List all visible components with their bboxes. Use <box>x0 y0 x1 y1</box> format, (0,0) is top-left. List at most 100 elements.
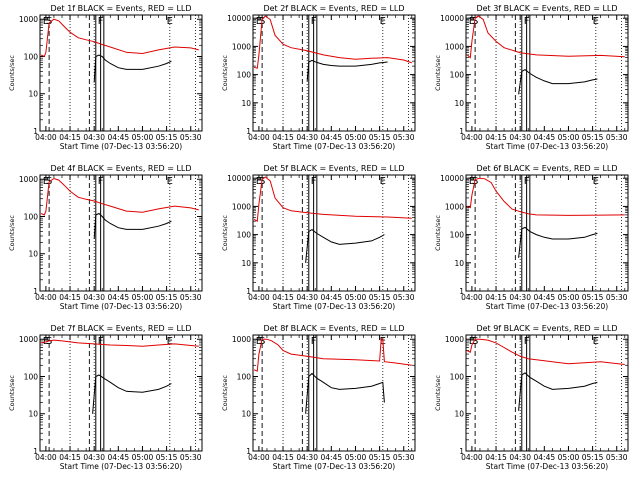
event-marker-label: E <box>43 16 49 27</box>
series-line-events <box>305 228 385 263</box>
y-tick-label: 1000 <box>19 335 38 344</box>
x-tick-label: 04:00 <box>248 133 270 142</box>
event-marker-label: F <box>98 16 104 27</box>
x-tick-label: 04:45 <box>108 453 130 462</box>
x-tick-label: 05:00 <box>558 133 580 142</box>
x-tick-label: 04:45 <box>534 133 556 142</box>
plot-frame <box>465 14 629 132</box>
x-tick-label: 05:00 <box>132 133 154 142</box>
chart-title: Det 6f BLACK = Events, RED = LLD <box>476 164 617 173</box>
y-axis-label: Counts/sec <box>8 215 16 251</box>
x-tick-label: 04:15 <box>485 453 507 462</box>
x-tick-label: 04:15 <box>485 133 507 142</box>
y-tick-label: 1000 <box>445 335 464 344</box>
y-tick-label: 100 <box>237 372 252 381</box>
y-tick-label: 10 <box>28 90 38 99</box>
chart-title: Det 2f BLACK = Events, RED = LLD <box>263 4 404 13</box>
x-tick-label: 04:00 <box>248 453 270 462</box>
event-marker-label: E <box>469 16 475 27</box>
x-tick-label: 04:45 <box>108 133 130 142</box>
plot-frame <box>465 174 629 292</box>
y-tick-label: 10 <box>241 259 251 268</box>
series-line-events <box>305 372 385 414</box>
x-tick-label: 05:30 <box>606 293 628 302</box>
x-axis-label: Start Time (07-Dec-13 03:56:20) <box>486 462 608 471</box>
event-marker-label: E <box>380 16 386 27</box>
chart-panel-2: Det 2f BLACK = Events, RED = LLD 1 10 100 10… <box>221 4 416 151</box>
x-tick-label: 05:15 <box>369 133 391 142</box>
x-axis-label: Start Time (07-Dec-13 03:56:20) <box>273 462 395 471</box>
x-tick-label: 04:45 <box>321 453 343 462</box>
event-marker-label: S <box>46 336 52 347</box>
event-marker-label: E <box>256 176 262 187</box>
x-tick-label: 04:15 <box>485 293 507 302</box>
y-tick-label: 1 <box>33 447 38 456</box>
event-marker-label: E <box>593 336 599 347</box>
x-tick-label: 04:15 <box>59 293 81 302</box>
x-tick-label: 05:30 <box>606 133 628 142</box>
plot-frame <box>252 14 416 132</box>
x-tick-label: 05:30 <box>180 133 202 142</box>
y-tick-label: 1 <box>246 127 251 136</box>
chart-panel-8: Det 8f BLACK = Events, RED = LLD 1 10 100 10… <box>221 324 416 471</box>
y-tick-label: 1 <box>459 287 464 296</box>
x-tick-label: 05:15 <box>156 453 178 462</box>
chart-title: Det 5f BLACK = Events, RED = LLD <box>263 164 404 173</box>
y-tick-label: 100 <box>450 372 465 381</box>
x-tick-label: 04:00 <box>35 293 57 302</box>
x-tick-label: 04:00 <box>461 293 483 302</box>
y-tick-label: 10 <box>241 410 251 419</box>
y-tick-label: 10 <box>28 250 38 259</box>
event-marker-label: E <box>256 16 262 27</box>
x-tick-label: 05:30 <box>606 453 628 462</box>
x-tick-label: 04:00 <box>461 453 483 462</box>
event-marker-label: E <box>167 16 173 27</box>
y-tick-label: 10 <box>454 99 464 108</box>
x-tick-label: 04:30 <box>509 293 531 302</box>
x-tick-label: 05:00 <box>558 453 580 462</box>
y-tick-label: 10 <box>241 99 251 108</box>
y-tick-label: 100 <box>237 231 252 240</box>
series-line-lld <box>253 15 412 69</box>
x-tick-label: 05:00 <box>132 293 154 302</box>
event-marker-label: E <box>380 176 386 187</box>
y-tick-label: 1 <box>246 287 251 296</box>
event-marker-label: F <box>524 336 530 347</box>
y-tick-label: 1 <box>459 447 464 456</box>
x-tick-label: 05:15 <box>369 453 391 462</box>
x-tick-label: 04:00 <box>35 133 57 142</box>
chart-title: Det 9f BLACK = Events, RED = LLD <box>476 324 617 333</box>
x-tick-label: 05:00 <box>345 133 367 142</box>
event-marker-label: F <box>311 176 317 187</box>
series-line-lld <box>40 18 199 58</box>
event-marker-label: E <box>593 176 599 187</box>
x-axis-label: Start Time (07-Dec-13 03:56:20) <box>486 142 608 151</box>
y-tick-label: 10000 <box>227 174 251 183</box>
y-axis-label: Counts/sec <box>434 55 442 91</box>
series-line-events <box>518 68 598 95</box>
chart-panel-3: Det 3f BLACK = Events, RED = LLD 1 10 100 10… <box>434 4 629 151</box>
plot-frame <box>252 334 416 452</box>
x-tick-label: 05:00 <box>558 293 580 302</box>
event-marker-label: S <box>472 336 478 347</box>
y-tick-label: 1 <box>33 287 38 296</box>
event-marker-label: E <box>167 336 173 347</box>
x-tick-label: 05:15 <box>582 453 604 462</box>
x-tick-label: 04:00 <box>248 293 270 302</box>
y-tick-label: 1 <box>33 127 38 136</box>
x-axis-label: Start Time (07-Dec-13 03:56:20) <box>60 462 182 471</box>
series-line-lld <box>253 176 412 223</box>
event-marker-label: F <box>98 176 104 187</box>
x-tick-label: 04:15 <box>272 453 294 462</box>
x-tick-label: 04:30 <box>83 133 105 142</box>
y-tick-label: 100 <box>24 212 39 221</box>
event-marker-label: E <box>593 16 599 27</box>
chart-title: Det 7f BLACK = Events, RED = LLD <box>50 324 191 333</box>
event-marker-label: F <box>524 16 530 27</box>
plot-frame <box>39 174 203 292</box>
event-marker-label: E <box>469 176 475 187</box>
series-line-events <box>518 226 598 258</box>
y-tick-label: 1000 <box>232 335 251 344</box>
series-line-lld <box>466 338 625 365</box>
